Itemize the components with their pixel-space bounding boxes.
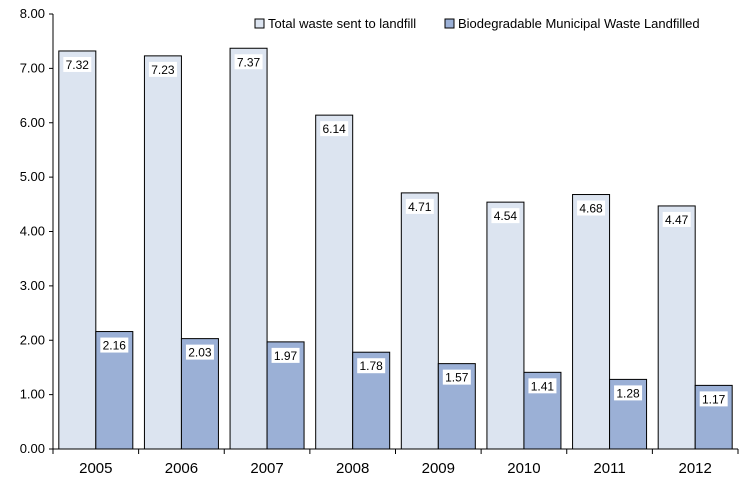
bar-total-landfill [315,114,354,450]
x-tick-label: 2009 [422,460,455,477]
data-label-box [63,56,92,72]
data-label: 4.47 [665,213,689,227]
data-label: 1.97 [274,349,298,363]
y-tick-label: 7.00 [20,60,45,75]
data-label-box [100,337,129,353]
data-label-box [491,208,520,224]
x-tick-label: 2008 [336,460,369,477]
bar-total-landfill [143,55,182,450]
data-label: 1.41 [531,379,555,393]
data-label: 2.16 [103,339,127,353]
data-label-box [234,54,263,70]
data-label: 7.32 [66,58,90,72]
data-label-box [528,378,557,394]
y-tick-label: 5.00 [20,169,45,184]
data-label: 1.28 [616,386,640,400]
y-tick-label: 6.00 [20,115,45,130]
bar-total-landfill [400,192,439,450]
data-label: 1.57 [445,371,469,385]
data-label: 2.03 [188,346,212,360]
data-label-box [357,358,386,374]
data-label: 4.54 [494,209,518,223]
data-label: 6.14 [323,122,347,136]
data-label: 4.71 [408,200,432,214]
data-label-box [320,121,349,137]
data-label-box [662,211,691,227]
legend-swatch-bmw [444,18,455,29]
data-label-box [148,61,177,77]
chart-bars: 7.32 2.16 7.23 2.03 7.37 1.97 6.14 1.78 4.71 1.57… [58,47,733,450]
bar-total-landfill [486,201,525,450]
bar-total-landfill [572,194,611,450]
x-tick-label: 2006 [165,460,198,477]
y-tick-label: 0.00 [20,441,45,456]
y-tick-label: 3.00 [20,278,45,293]
x-tick-label: 2005 [79,460,112,477]
data-label: 1.78 [360,359,384,373]
bar-total-landfill [58,50,97,450]
y-tick-label: 1.00 [20,387,45,402]
x-tick-label: 2010 [507,460,540,477]
y-tick-label: 8.00 [20,6,45,21]
y-tick-label: 2.00 [20,332,45,347]
chart-legend: Total waste sent to landfill Biodegradab… [254,16,700,31]
bar-total-landfill [657,205,696,450]
chart-axes: 0.00 1.00 2.00 3.00 4.00 5.00 6.00 7.00 8.00 2005… [20,6,739,477]
data-label-box [271,347,300,363]
legend-label-bmw: Biodegradable Municipal Waste Landfilled [458,16,700,31]
x-tick-label: 2012 [679,460,712,477]
legend-label-total: Total waste sent to landfill [268,16,416,31]
data-label-box [185,344,214,360]
data-label-box [442,369,471,385]
data-label: 1.17 [702,392,726,406]
data-label: 7.23 [151,63,175,77]
data-label-box [699,391,728,407]
legend-swatch-total [254,18,265,29]
data-label-box [577,200,606,216]
x-tick-label: 2011 [593,460,625,477]
y-tick-label: 4.00 [20,224,45,239]
data-label-box [405,198,434,214]
data-label-box [614,385,643,401]
bar-total-landfill [229,47,268,450]
data-label: 7.37 [237,55,261,69]
x-tick-label: 2007 [250,460,283,477]
data-label: 4.68 [579,202,603,216]
